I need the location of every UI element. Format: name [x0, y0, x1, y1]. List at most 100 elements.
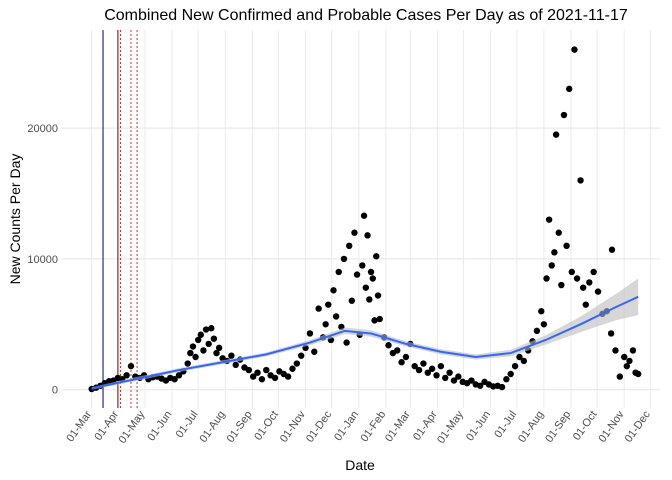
data-point [566, 85, 573, 93]
x-tick-label: 01-Aug [516, 409, 546, 445]
data-point [634, 370, 642, 378]
x-tick-label: 01-Aug [198, 409, 228, 445]
data-point [415, 366, 423, 374]
data-point [215, 344, 223, 352]
x-tick-label: 01-Sep [543, 409, 573, 445]
data-point [373, 253, 380, 260]
x-tick-label: 01-Oct [252, 409, 281, 443]
data-point [366, 296, 373, 303]
data-point [123, 372, 130, 379]
data-point [629, 347, 637, 354]
data-point [442, 374, 449, 382]
data-point [520, 357, 528, 365]
data-point [498, 383, 506, 391]
data-point [394, 347, 401, 354]
y-tick-label: 10000 [27, 254, 58, 266]
smooth-line [91, 295, 639, 390]
data-point [364, 232, 371, 239]
data-point [548, 262, 555, 269]
data-point [511, 362, 519, 370]
data-point [540, 321, 548, 328]
data-point [208, 325, 215, 332]
data-point [315, 305, 322, 312]
data-point [232, 361, 239, 369]
data-point [127, 362, 135, 370]
data-point [424, 369, 431, 376]
data-point [228, 352, 235, 359]
data-point [450, 377, 458, 384]
data-point [374, 292, 382, 299]
data-point [607, 330, 615, 337]
data-point [284, 373, 292, 380]
data-point [551, 249, 558, 256]
data-point [330, 287, 337, 294]
y-tick-label: 0 [52, 385, 58, 397]
data-point [210, 335, 218, 342]
data-point [343, 339, 350, 346]
data-point [612, 347, 619, 354]
data-point [371, 317, 378, 324]
data-point [538, 308, 545, 315]
data-point [582, 301, 589, 308]
data-point [411, 362, 418, 370]
x-tick-label: 01-Jul [492, 409, 519, 440]
data-point [322, 321, 329, 328]
data-point [516, 353, 523, 361]
data-point [369, 275, 376, 282]
data-point [184, 360, 191, 367]
x-tick-label: 01-May [117, 408, 148, 445]
x-tick-label: 01-Jun [145, 409, 174, 443]
data-point [202, 326, 210, 333]
data-point [245, 366, 253, 374]
data-point [346, 242, 353, 250]
data-point [171, 376, 178, 383]
data-point [437, 362, 445, 370]
data-point [249, 373, 257, 380]
data-point [571, 46, 578, 53]
data-point [468, 377, 475, 384]
data-point [362, 284, 370, 291]
data-point [433, 372, 440, 379]
data-point [579, 284, 587, 291]
data-point [293, 360, 301, 367]
data-point [311, 348, 318, 355]
data-point [590, 268, 597, 276]
data-point [568, 268, 576, 276]
x-tick-label: 01-Nov [596, 408, 626, 444]
data-point [325, 301, 332, 308]
data-point [187, 349, 194, 357]
data-point [194, 336, 202, 344]
x-tick-label: 01-Sep [225, 409, 255, 445]
data-point [298, 352, 305, 359]
data-point [360, 212, 368, 219]
data-point [197, 331, 205, 338]
x-tick-label: 01-Jan [332, 409, 361, 443]
data-point [420, 360, 427, 367]
x-tick-label: 01-Jul [174, 409, 201, 440]
y-tick-label: 20000 [27, 123, 58, 135]
data-point [558, 281, 565, 289]
data-point [332, 313, 340, 320]
data-point [503, 376, 510, 383]
data-point [348, 297, 356, 304]
data-point [594, 288, 602, 295]
data-point [428, 365, 436, 372]
data-point [258, 376, 266, 383]
data-point [402, 353, 410, 361]
data-point [616, 373, 624, 380]
data-point [189, 343, 197, 350]
confidence-band [91, 278, 639, 390]
data-point [577, 177, 584, 184]
x-tick-label: 01-Dec [304, 408, 334, 444]
x-tick-label: 01-Jun [464, 409, 493, 443]
x-tick-label: 01-Mar [383, 409, 413, 445]
x-axis-label: Date [345, 457, 375, 473]
data-point [586, 279, 593, 286]
data-point [608, 246, 616, 253]
data-point [205, 340, 212, 348]
data-point [573, 275, 581, 282]
data-point [254, 369, 261, 376]
data-point [476, 382, 484, 389]
data-point [263, 366, 270, 374]
